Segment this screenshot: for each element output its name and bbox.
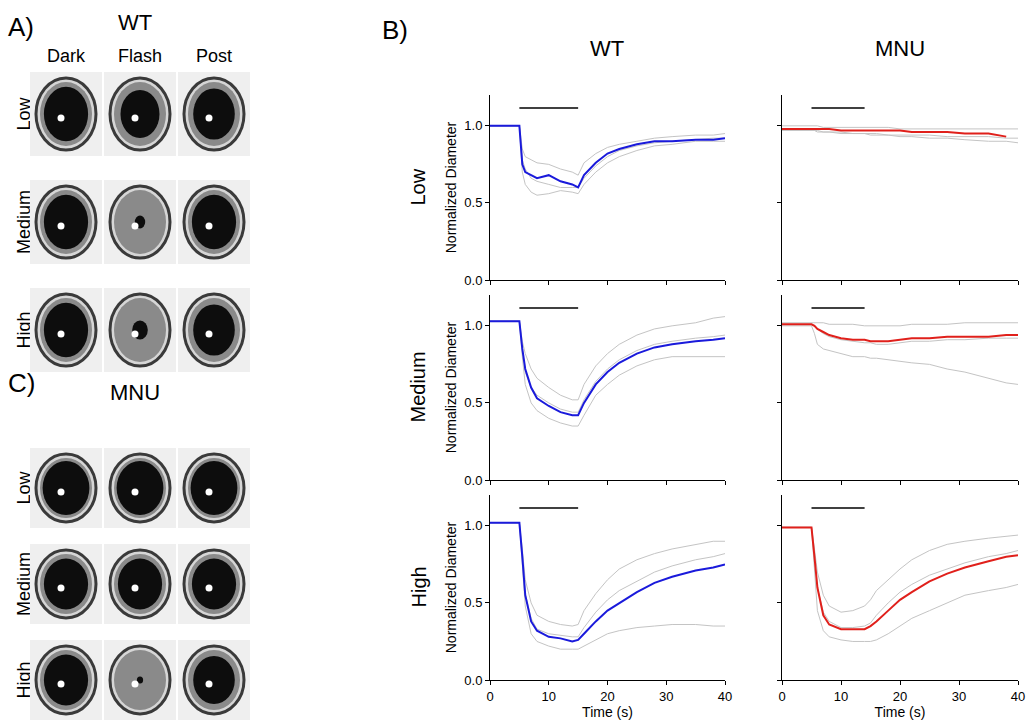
svg-text:Medium: Medium [407, 351, 429, 422]
svg-text:B): B) [382, 15, 408, 45]
svg-text:Post: Post [196, 46, 232, 66]
svg-text:20: 20 [893, 689, 907, 704]
svg-text:High: High [14, 311, 35, 349]
svg-text:MNU: MNU [110, 380, 160, 405]
svg-text:1.0: 1.0 [464, 518, 482, 533]
svg-text:0: 0 [486, 689, 493, 704]
svg-text:0.0: 0.0 [464, 273, 482, 288]
svg-text:Flash: Flash [118, 46, 162, 66]
svg-text:10: 10 [542, 689, 556, 704]
svg-text:20: 20 [600, 689, 614, 704]
svg-text:Medium: Medium [14, 552, 35, 616]
svg-text:Low: Low [14, 471, 35, 505]
svg-text:1.0: 1.0 [464, 118, 482, 133]
svg-text:Time (s): Time (s) [875, 704, 926, 720]
svg-text:Normalized Diameter: Normalized Diameter [443, 321, 459, 453]
svg-text:1.0: 1.0 [464, 318, 482, 333]
svg-text:WT: WT [118, 10, 152, 35]
svg-text:High: High [408, 566, 430, 607]
svg-text:10: 10 [834, 689, 848, 704]
svg-text:30: 30 [659, 689, 673, 704]
svg-text:40: 40 [718, 689, 732, 704]
svg-text:Normalized Diameter: Normalized Diameter [443, 521, 459, 653]
svg-text:0: 0 [778, 689, 785, 704]
svg-text:MNU: MNU [875, 36, 925, 61]
svg-text:30: 30 [952, 689, 966, 704]
svg-text:Dark: Dark [47, 46, 86, 66]
svg-text:40: 40 [1011, 689, 1025, 704]
svg-text:Low: Low [14, 97, 35, 131]
svg-text:WT: WT [590, 36, 624, 61]
svg-text:0.5: 0.5 [464, 595, 482, 610]
svg-text:High: High [14, 661, 35, 699]
svg-text:A): A) [8, 12, 34, 42]
svg-text:0.0: 0.0 [464, 473, 482, 488]
svg-text:Time (s): Time (s) [582, 704, 633, 720]
svg-text:Medium: Medium [14, 190, 35, 254]
svg-text:C): C) [8, 368, 35, 398]
svg-text:Normalized Diameter: Normalized Diameter [443, 121, 459, 253]
svg-text:0.5: 0.5 [464, 395, 482, 410]
svg-text:0.5: 0.5 [464, 195, 482, 210]
svg-text:0.0: 0.0 [464, 673, 482, 688]
svg-text:Low: Low [407, 168, 429, 205]
